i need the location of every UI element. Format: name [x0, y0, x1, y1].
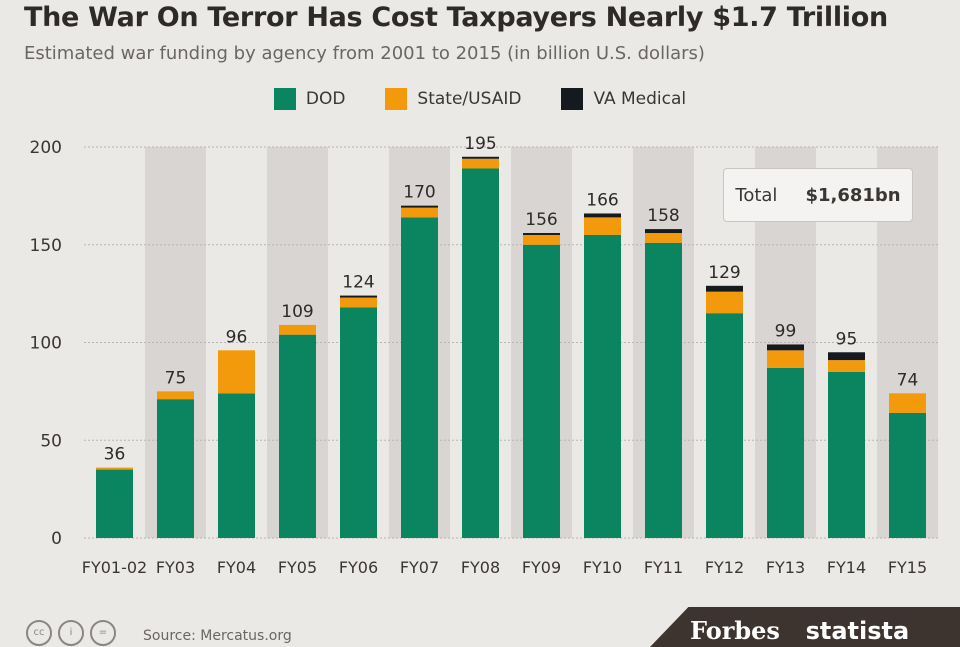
- bar-segment-va-medical: [706, 285, 743, 292]
- total-data-label: 170: [403, 183, 435, 203]
- total-data-label: 99: [775, 321, 797, 341]
- bar-segment-dod: [96, 469, 133, 538]
- bar-segment-state-usaid: [157, 391, 194, 400]
- bar-segment-state-usaid: [218, 350, 255, 394]
- no-derivatives-icon: =: [90, 620, 116, 646]
- bar-chart: 0 50 100 150 200 36 FY01-02 75 FY03 96 FY04 109 FY05…: [30, 134, 938, 577]
- bar-segment-state-usaid: [96, 467, 133, 470]
- x-tick-label: FY05: [278, 558, 317, 577]
- x-tick-label: FY14: [827, 558, 866, 577]
- chart-subtitle: Estimated war funding by agency from 200…: [24, 43, 705, 64]
- x-tick-label: FY03: [156, 558, 195, 577]
- bar-segment-va-medical: [828, 352, 865, 361]
- bar-segment-dod: [889, 412, 926, 538]
- bar-segment-state-usaid: [767, 350, 804, 368]
- x-tick-label: FY07: [400, 558, 439, 577]
- legend-swatch-state: [385, 88, 408, 110]
- x-tick-label: FY12: [705, 558, 744, 577]
- total-data-label: 36: [104, 445, 126, 465]
- legend-label: VA Medical: [593, 89, 687, 109]
- bar-segment-va-medical: [645, 229, 682, 234]
- x-tick-label: FY11: [644, 558, 683, 577]
- legend: DOD State/USAID VA Medical: [0, 88, 960, 110]
- legend-swatch-va: [561, 88, 584, 110]
- total-annotation: Total $1,681bn: [723, 168, 913, 222]
- bar-segment-dod: [279, 334, 316, 538]
- total-data-label: 124: [342, 273, 374, 293]
- bar-segment-va-medical: [340, 295, 377, 298]
- x-tick-label: FY04: [217, 558, 256, 577]
- statista-logo: statista: [805, 617, 910, 645]
- bar-segment-dod: [157, 399, 194, 538]
- total-data-label: 158: [647, 206, 679, 226]
- license-icons: cc i =: [26, 620, 116, 646]
- cc-icon: cc: [26, 620, 52, 646]
- bar-segment-dod: [828, 371, 865, 538]
- legend-label: State/USAID: [417, 89, 522, 109]
- total-data-label: 74: [897, 370, 919, 390]
- bar-segment-va-medical: [767, 344, 804, 351]
- attribution-icon: i: [58, 620, 84, 646]
- y-tick-label: 50: [40, 431, 62, 451]
- y-tick-label: 100: [30, 334, 62, 354]
- x-tick-label: FY06: [339, 558, 378, 577]
- chart-title: The War On Terror Has Cost Taxpayers Nea…: [24, 2, 888, 33]
- bar-segment-va-medical: [462, 156, 499, 159]
- x-tick-label: FY13: [766, 558, 805, 577]
- x-tick-label: FY01-02: [82, 558, 147, 577]
- bar-segment-state-usaid: [462, 158, 499, 169]
- bar-segment-state-usaid: [706, 291, 743, 314]
- legend-swatch-dod: [273, 88, 296, 110]
- source-text: Source: Mercatus.org: [143, 628, 292, 644]
- brand-logos: Forbes statista: [690, 616, 909, 645]
- bar-segment-dod: [218, 393, 255, 538]
- x-tick-label: FY09: [522, 558, 561, 577]
- total-data-label: 109: [281, 302, 313, 322]
- bar-segment-dod: [645, 242, 682, 539]
- total-label: Total: [735, 184, 778, 206]
- total-data-label: 96: [226, 327, 248, 347]
- y-tick-label: 150: [30, 236, 62, 256]
- legend-item-state: State/USAID: [385, 88, 521, 110]
- bar-segment-dod: [401, 217, 438, 538]
- bar-segment-state-usaid: [523, 234, 560, 245]
- bar-segment-dod: [767, 367, 804, 538]
- total-data-label: 75: [165, 368, 187, 388]
- bar-segment-state-usaid: [645, 233, 682, 243]
- total-data-label: 195: [464, 134, 496, 154]
- bar-segment-va-medical: [401, 205, 438, 208]
- bar-segment-va-medical: [523, 233, 560, 235]
- bar-segment-dod: [462, 168, 499, 538]
- x-tick-label: FY10: [583, 558, 622, 577]
- bar-segment-state-usaid: [401, 207, 438, 218]
- bar-segment-dod: [340, 307, 377, 538]
- bar-segment-state-usaid: [889, 393, 926, 413]
- bar-segment-state-usaid: [279, 324, 316, 335]
- legend-item-va: VA Medical: [561, 88, 686, 110]
- x-tick-label: FY08: [461, 558, 500, 577]
- total-data-label: 156: [525, 210, 557, 230]
- total-data-label: 129: [708, 263, 740, 283]
- y-tick-label: 0: [51, 529, 62, 549]
- bar-segment-state-usaid: [584, 217, 621, 235]
- bar-segment-dod: [706, 313, 743, 538]
- x-tick-label: FY15: [888, 558, 927, 577]
- bar-segment-dod: [523, 244, 560, 538]
- forbes-logo: Forbes: [690, 616, 780, 645]
- bar-segment-dod: [584, 234, 621, 538]
- legend-label: DOD: [305, 89, 346, 109]
- bar-segment-state-usaid: [340, 297, 377, 308]
- legend-item-dod: DOD: [273, 88, 346, 110]
- bar-segment-va-medical: [584, 213, 621, 218]
- total-value: $1,681bn: [805, 184, 901, 206]
- bar-segment-state-usaid: [828, 360, 865, 372]
- total-data-label: 166: [586, 190, 618, 210]
- total-data-label: 95: [836, 329, 858, 349]
- y-tick-label: 200: [30, 138, 62, 158]
